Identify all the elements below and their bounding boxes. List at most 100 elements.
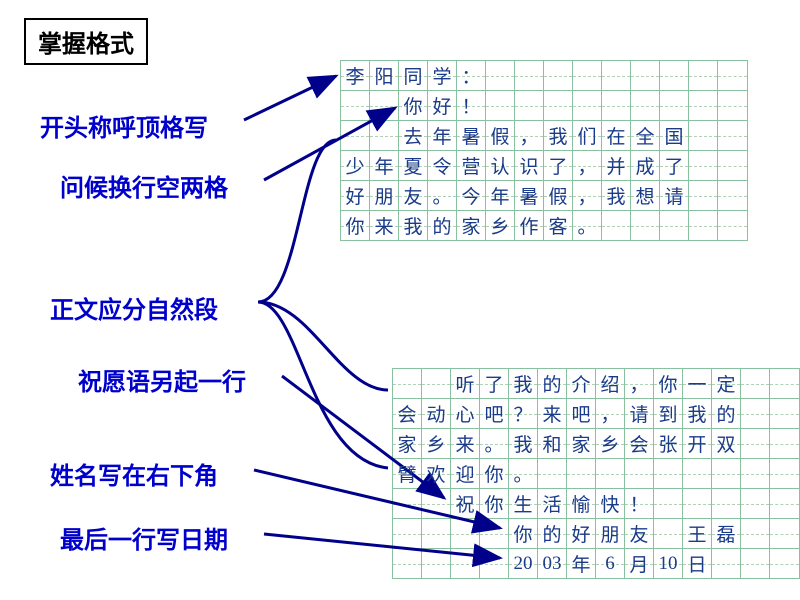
grid-cell: ！ (457, 91, 486, 120)
grid-cell: 日 (683, 549, 712, 578)
grid-cell (370, 91, 399, 120)
grid-cell (712, 459, 741, 488)
grid-cell: 臂 (393, 459, 422, 488)
grid-cell (654, 489, 683, 518)
grid-cell: 想 (631, 181, 660, 210)
grid-cell: 了 (544, 151, 573, 180)
grid-cell (689, 91, 718, 120)
grid-cell: 的 (538, 369, 567, 398)
grid-cell: 国 (660, 121, 689, 150)
grid-row: 李阳同学： (341, 61, 747, 91)
grid-cell: 们 (573, 121, 602, 150)
grid-cell: 来 (538, 399, 567, 428)
grid-cell: 我 (509, 429, 538, 458)
grid-cell (573, 91, 602, 120)
grid-cell: 同 (399, 61, 428, 90)
grid-cell: 好 (567, 519, 596, 548)
grid-cell: 假 (544, 181, 573, 210)
grid-cell (515, 91, 544, 120)
grid-cell (341, 121, 370, 150)
grid-cell (393, 489, 422, 518)
grid-cell (515, 61, 544, 90)
grid-cell: 好 (428, 91, 457, 120)
grid-cell (741, 429, 770, 458)
label-2: 问候换行空两格 (60, 168, 228, 203)
grid-cell (718, 61, 747, 90)
grid-cell: 磊 (712, 519, 741, 548)
grid-cell: 会 (393, 399, 422, 428)
grid-cell (370, 121, 399, 150)
grid-cell: 我 (509, 369, 538, 398)
grid-cell: 活 (538, 489, 567, 518)
grid-cell: 请 (625, 399, 654, 428)
grid-cell: 年 (567, 549, 596, 578)
grid-cell: ， (625, 369, 654, 398)
writing-grid-bottom: 听了我的介绍，你一定会动心吧？来吧，请到我的家乡来。我和家乡会张开双臂欢迎你。祝… (392, 368, 800, 579)
grid-cell (486, 61, 515, 90)
grid-cell: 生 (509, 489, 538, 518)
grid-cell: 你 (399, 91, 428, 120)
grid-cell (712, 549, 741, 578)
grid-cell (660, 91, 689, 120)
grid-cell: ， (515, 121, 544, 150)
grid-cell (631, 91, 660, 120)
grid-cell: 并 (602, 151, 631, 180)
grid-cell (573, 61, 602, 90)
grid-cell (625, 459, 654, 488)
grid-cell (451, 519, 480, 548)
grid-cell: 年 (428, 121, 457, 150)
grid-cell: 去 (399, 121, 428, 150)
grid-cell (770, 369, 799, 398)
grid-cell: ， (573, 181, 602, 210)
grid-cell: 识 (515, 151, 544, 180)
grid-cell: ！ (625, 489, 654, 518)
grid-row: 你的好朋友王磊 (393, 519, 799, 549)
grid-cell (602, 91, 631, 120)
grid-cell: 我 (399, 211, 428, 240)
grid-cell (718, 151, 747, 180)
grid-cell: 的 (538, 519, 567, 548)
grid-cell: 李 (341, 61, 370, 90)
grid-cell (602, 61, 631, 90)
grid-cell (480, 519, 509, 548)
grid-cell (741, 549, 770, 578)
grid-cell: 愉 (567, 489, 596, 518)
grid-cell: 了 (660, 151, 689, 180)
grid-cell (631, 61, 660, 90)
grid-cell: 好 (341, 181, 370, 210)
grid-cell: 迎 (451, 459, 480, 488)
grid-cell (770, 549, 799, 578)
grid-cell (718, 181, 747, 210)
grid-cell: 。 (428, 181, 457, 210)
title-box: 掌握格式 (24, 18, 148, 65)
grid-cell: 我 (683, 399, 712, 428)
grid-row: 你好！ (341, 91, 747, 121)
grid-cell: 暑 (515, 181, 544, 210)
label-4: 祝愿语另起一行 (78, 362, 246, 397)
grid-cell (683, 489, 712, 518)
grid-cell: ？ (509, 399, 538, 428)
grid-cell: 客 (544, 211, 573, 240)
grid-cell (689, 211, 718, 240)
grid-row: 2003年6月10日 (393, 549, 799, 578)
grid-row: 会动心吧？来吧，请到我的 (393, 399, 799, 429)
grid-cell: 友 (399, 181, 428, 210)
grid-cell: 听 (451, 369, 480, 398)
grid-row: 听了我的介绍，你一定 (393, 369, 799, 399)
grid-cell (480, 549, 509, 578)
grid-cell (544, 91, 573, 120)
grid-cell: 在 (602, 121, 631, 150)
grid-cell: 王 (683, 519, 712, 548)
label-5: 姓名写在右下角 (50, 456, 218, 491)
grid-row: 臂欢迎你。 (393, 459, 799, 489)
grid-cell: 朋 (596, 519, 625, 548)
grid-cell (422, 519, 451, 548)
grid-cell: 认 (486, 151, 515, 180)
grid-cell: 阳 (370, 61, 399, 90)
grid-cell: 动 (422, 399, 451, 428)
grid-cell: 绍 (596, 369, 625, 398)
grid-cell (422, 369, 451, 398)
grid-cell (654, 519, 683, 548)
grid-cell (741, 399, 770, 428)
grid-cell (770, 399, 799, 428)
